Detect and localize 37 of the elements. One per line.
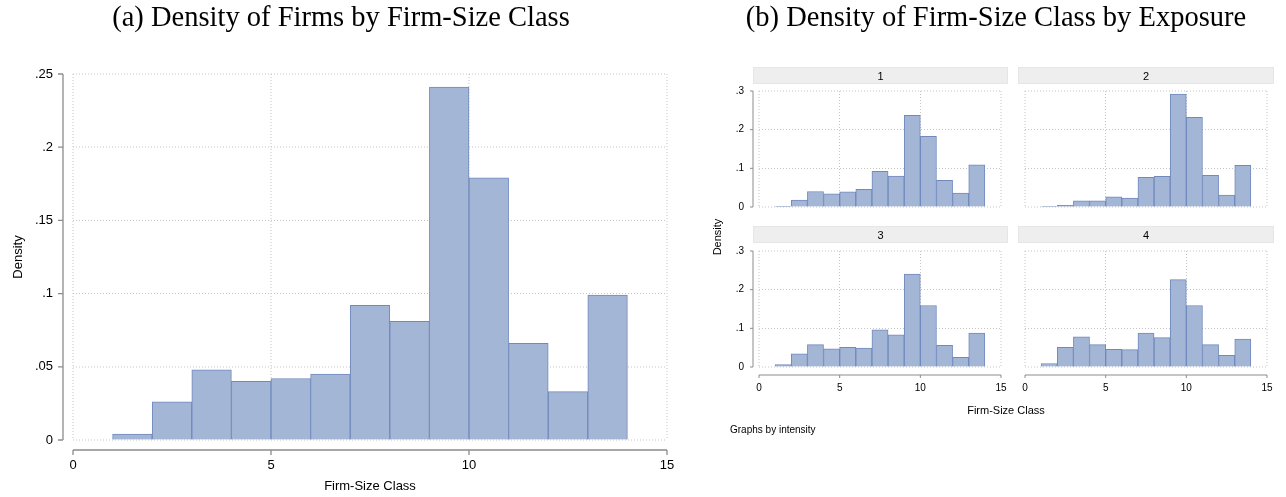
y-tick-label: 0: [738, 200, 745, 212]
y-tick-label: .2: [42, 138, 53, 154]
chart-subtitle: 3: [877, 228, 884, 241]
y-tick-label: .3: [735, 244, 745, 256]
x-axis-title: Firm-Size Class: [324, 477, 416, 494]
y-tick-label: .1: [735, 162, 745, 174]
x-tick-label: 15: [995, 381, 1007, 393]
x-axis-title: Firm-Size Class: [967, 403, 1045, 417]
chart-title: (b) Density of Firm-Size Class by Exposure: [745, 0, 1247, 34]
x-tick-label: 0: [69, 457, 77, 473]
y-axis-title: Density: [710, 218, 724, 256]
x-tick-label: 5: [267, 457, 275, 473]
x-tick-label: 10: [461, 457, 477, 473]
x-tick-label: 5: [836, 381, 843, 393]
x-tick-label: 0: [1022, 381, 1029, 393]
x-tick-label: 10: [914, 381, 927, 393]
x-tick-label: 10: [1180, 381, 1193, 393]
chart-title: (a) Density of Firms by Firm-Size Class: [112, 0, 570, 34]
x-tick-label: 0: [756, 381, 763, 393]
y-tick-label: 0: [738, 360, 745, 372]
y-tick-label: .2: [735, 123, 745, 135]
x-tick-label: 15: [659, 457, 675, 473]
y-tick-label: .05: [34, 358, 53, 374]
x-tick-label: 15: [1261, 381, 1273, 393]
text: Graphs by intensity: [730, 423, 816, 435]
chart-subtitle: 1: [877, 69, 884, 82]
y-tick-label: .1: [735, 322, 745, 334]
y-tick-label: .25: [34, 65, 53, 81]
chart-subtitle: 2: [1142, 69, 1150, 82]
x-tick-label: 5: [1102, 381, 1109, 393]
y-axis-title: Density: [9, 235, 26, 279]
y-tick-label: 0: [45, 431, 53, 447]
chart-subtitle: 4: [1142, 228, 1150, 241]
y-tick-label: .15: [34, 211, 53, 227]
y-tick-label: .2: [735, 283, 745, 295]
y-tick-label: .1: [42, 285, 53, 301]
y-tick-label: .3: [735, 84, 745, 96]
